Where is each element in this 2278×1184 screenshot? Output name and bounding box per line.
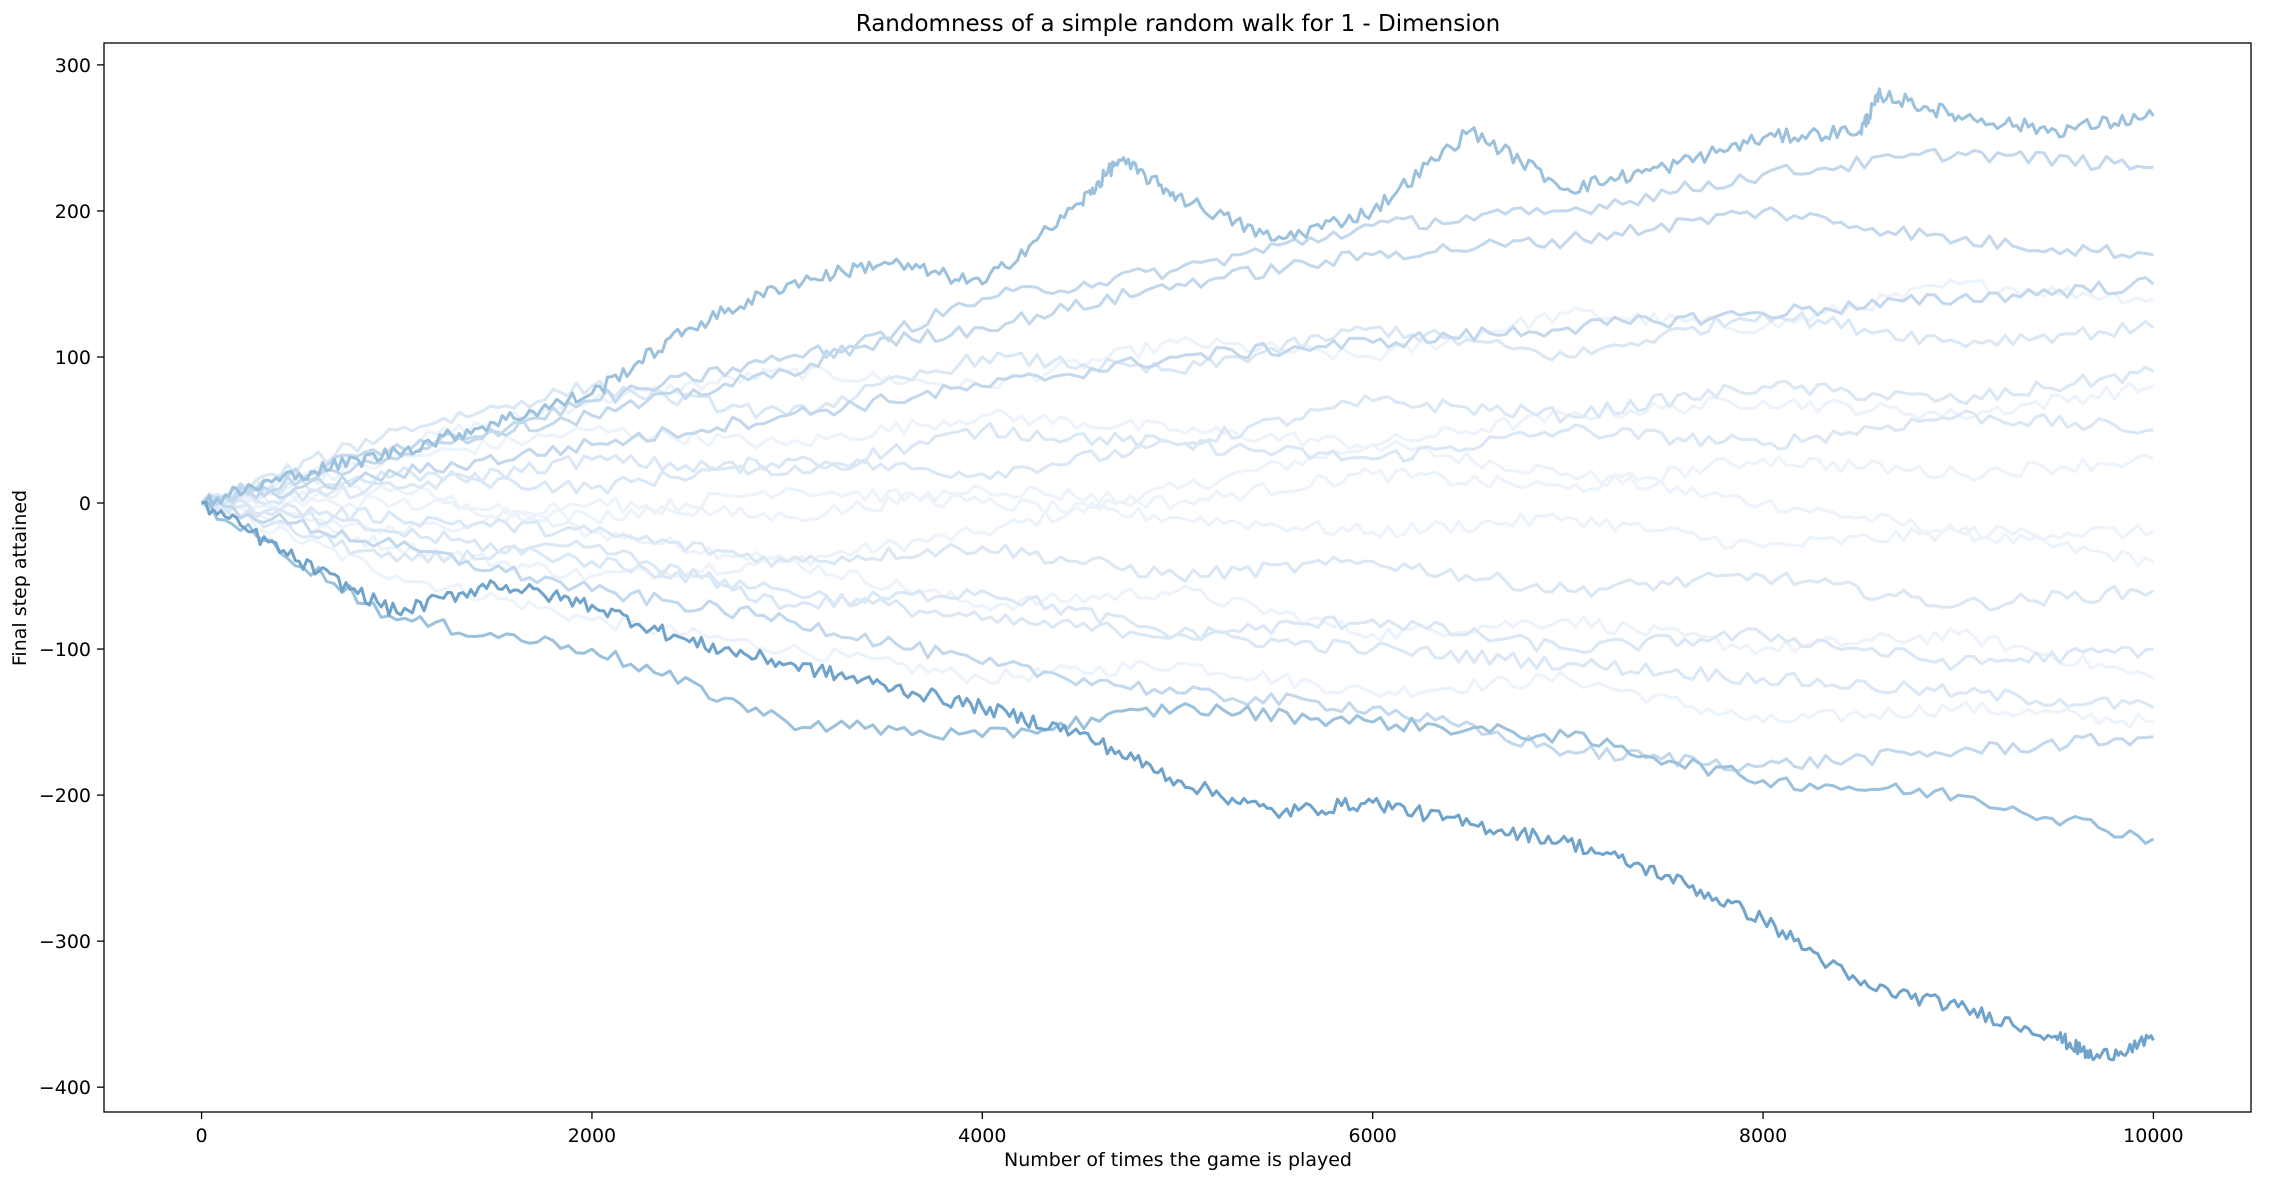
plot-frame (103, 42, 2252, 1113)
series-line-15 (201, 486, 2154, 550)
x-tick-label: 2000 (568, 1125, 616, 1147)
series-line-8 (200, 501, 2155, 711)
y-tick-label: 300 (55, 55, 91, 77)
chart-title: Randomness of a simple random walk for 1… (856, 11, 1501, 37)
series-line-19 (200, 501, 2154, 729)
y-tick-label: −300 (39, 931, 91, 953)
x-tick-label: 8000 (1739, 1125, 1787, 1147)
series-line-20 (201, 439, 2154, 568)
series-line-5 (200, 206, 2154, 505)
series-line-12 (201, 496, 2155, 612)
x-axis-label: Number of times the game is played (1004, 1149, 1352, 1171)
y-tick-label: −400 (39, 1077, 91, 1099)
x-tick-label: 10000 (2123, 1125, 2183, 1147)
x-tick-label: 6000 (1349, 1125, 1397, 1147)
y-axis: 300 200 100 0 −100 −200 −300 −400 (39, 55, 104, 1099)
plot-area (200, 87, 2155, 1062)
y-tick-label: 200 (55, 201, 91, 223)
series-line-7 (201, 276, 2155, 507)
y-tick-label: 0 (79, 493, 91, 515)
series-line-17 (201, 501, 2155, 680)
x-tick-label: 4000 (958, 1125, 1006, 1147)
series-line-1 (201, 500, 2155, 1062)
series-line-14 (201, 453, 2155, 535)
y-axis-label: Final step attained (9, 490, 31, 666)
y-tick-label: 100 (55, 347, 91, 369)
series-line-3 (201, 501, 2155, 845)
series-line-4 (201, 147, 2154, 506)
series-line-2 (201, 87, 2155, 507)
y-tick-label: −200 (39, 785, 91, 807)
y-tick-label: −100 (39, 639, 91, 661)
x-axis: 0 2000 4000 6000 8000 10000 (196, 1112, 2184, 1147)
x-tick-label: 0 (196, 1125, 208, 1147)
series-line-6 (200, 500, 2154, 773)
series-line-9 (200, 310, 2155, 505)
series-line-11 (201, 365, 2155, 508)
series-line-16 (200, 381, 2154, 510)
